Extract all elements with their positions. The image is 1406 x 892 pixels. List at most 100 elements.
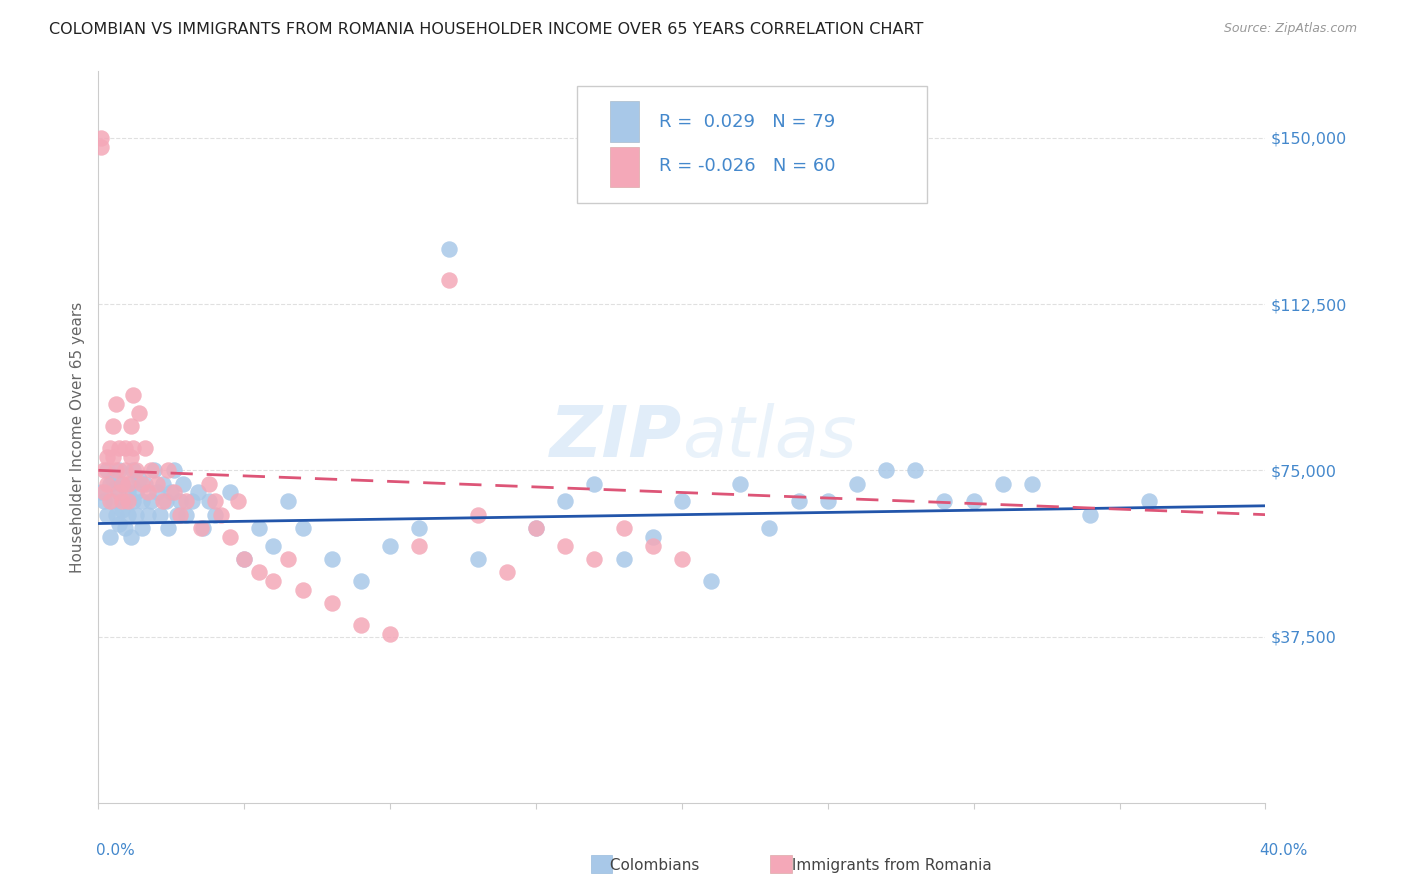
Point (169, 494, 191, 508)
Point (108, 485, 131, 500)
Point (157, 463, 180, 477)
Point (101, 419, 124, 434)
Point (198, 476, 221, 491)
Point (467, 508, 489, 522)
Point (1021, 476, 1043, 491)
Bar (591, 855, 612, 873)
Point (146, 485, 169, 500)
Point (122, 463, 145, 477)
Point (142, 463, 165, 477)
Point (641, 539, 664, 553)
Point (204, 494, 226, 508)
Point (169, 508, 191, 522)
Point (96, 508, 118, 522)
Point (524, 521, 547, 535)
Point (380, 627, 402, 641)
Point (380, 539, 402, 553)
Point (817, 494, 839, 508)
Text: Colombians: Colombians (605, 858, 699, 872)
Point (122, 388, 145, 402)
Point (108, 516, 131, 531)
FancyBboxPatch shape (610, 102, 638, 142)
Point (128, 472, 150, 486)
Point (120, 450, 142, 464)
Point (496, 566, 519, 580)
Point (117, 476, 139, 491)
Point (204, 508, 226, 522)
Point (101, 494, 124, 508)
Point (524, 521, 547, 535)
Point (117, 485, 139, 500)
Point (104, 397, 127, 411)
Point (671, 552, 693, 566)
Point (90, 139, 112, 153)
Point (262, 574, 284, 589)
Text: Source: ZipAtlas.com: Source: ZipAtlas.com (1223, 22, 1357, 36)
Point (96, 450, 118, 464)
Point (108, 441, 131, 455)
Point (152, 476, 174, 491)
Point (111, 494, 134, 508)
Point (730, 476, 752, 491)
Point (350, 618, 373, 632)
Point (187, 485, 209, 500)
Point (131, 521, 153, 535)
Y-axis label: Householder Income Over 65 years: Householder Income Over 65 years (69, 301, 84, 573)
Point (114, 494, 136, 508)
Text: R =  0.029   N = 79: R = 0.029 N = 79 (658, 112, 835, 131)
Point (93, 463, 115, 477)
Point (583, 552, 606, 566)
Point (321, 596, 343, 610)
Point (247, 566, 270, 580)
Point (98, 476, 121, 491)
Point (139, 494, 162, 508)
Point (172, 476, 194, 491)
Point (408, 539, 430, 553)
Point (962, 494, 984, 508)
Point (163, 463, 186, 477)
Point (114, 521, 136, 535)
Point (136, 508, 159, 522)
Point (247, 521, 270, 535)
Point (136, 485, 159, 500)
FancyBboxPatch shape (610, 146, 638, 187)
Point (174, 494, 197, 508)
Point (408, 521, 430, 535)
Point (233, 552, 256, 566)
Point (108, 463, 131, 477)
Point (1080, 508, 1102, 522)
Point (120, 419, 142, 434)
Point (98, 530, 121, 544)
Point (160, 485, 183, 500)
Point (218, 485, 240, 500)
Point (152, 494, 174, 508)
Point (131, 476, 153, 491)
Point (111, 476, 134, 491)
Point (96, 463, 118, 477)
Point (101, 450, 124, 464)
Point (90, 485, 112, 500)
Point (157, 521, 180, 535)
Point (350, 574, 373, 589)
Point (163, 485, 186, 500)
Point (104, 463, 127, 477)
Point (120, 530, 142, 544)
Point (934, 494, 956, 508)
Text: Immigrants from Romania: Immigrants from Romania (787, 858, 993, 872)
Point (193, 521, 215, 535)
Text: 0.0%: 0.0% (96, 843, 135, 858)
Point (277, 552, 299, 566)
Point (262, 539, 284, 553)
Point (321, 552, 343, 566)
Point (174, 508, 197, 522)
Point (122, 494, 145, 508)
Point (125, 485, 148, 500)
Point (93, 485, 115, 500)
Point (134, 476, 156, 491)
Point (904, 463, 927, 477)
Point (114, 463, 136, 477)
Point (190, 521, 212, 535)
Point (98, 441, 121, 455)
Text: COLOMBIAN VS IMMIGRANTS FROM ROMANIA HOUSEHOLDER INCOME OVER 65 YEARS CORRELATIO: COLOMBIAN VS IMMIGRANTS FROM ROMANIA HOU… (49, 22, 924, 37)
Point (114, 441, 136, 455)
